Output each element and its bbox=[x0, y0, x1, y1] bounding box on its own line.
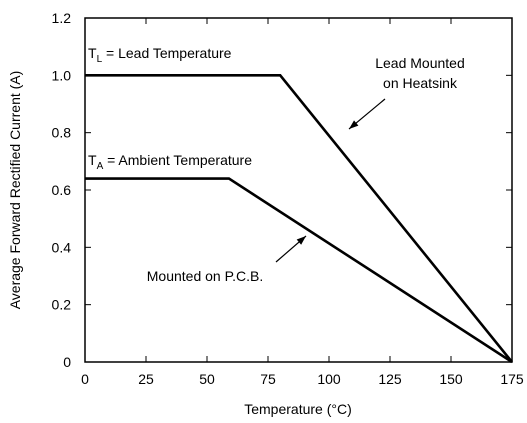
annotation-subscript: A bbox=[97, 161, 104, 172]
arrow-head bbox=[296, 236, 306, 245]
x-tick-label: 125 bbox=[378, 371, 402, 387]
annotation-part: T bbox=[88, 45, 97, 61]
y-tick-label: 0.4 bbox=[52, 239, 72, 255]
annotation-subscript: L bbox=[97, 54, 103, 65]
x-tick-label: 150 bbox=[439, 371, 463, 387]
x-tick-label: 25 bbox=[138, 371, 154, 387]
x-tick-label: 50 bbox=[199, 371, 215, 387]
y-tick-label: 0.6 bbox=[52, 182, 72, 198]
annotation: Mounted on P.C.B. bbox=[147, 268, 263, 284]
x-tick-label: 100 bbox=[317, 371, 341, 387]
annotation: TL = Lead Temperature bbox=[88, 45, 232, 65]
y-tick-label: 0 bbox=[63, 354, 71, 370]
annotation: TA = Ambient Temperature bbox=[88, 152, 252, 172]
x-tick-label: 175 bbox=[500, 371, 524, 387]
derating-line bbox=[85, 74, 514, 363]
annotation: Lead Mounted bbox=[375, 55, 465, 71]
y-axis-label: Average Forward Rectified Current (A) bbox=[7, 71, 23, 310]
derating-line bbox=[85, 177, 513, 364]
annotation-part: = Lead Temperature bbox=[102, 45, 232, 61]
x-tick-label: 0 bbox=[81, 371, 89, 387]
annotation-part: = Ambient Temperature bbox=[103, 152, 252, 168]
annotation: on Heatsink bbox=[383, 75, 458, 91]
x-tick-label: 75 bbox=[260, 371, 276, 387]
y-tick-label: 0.2 bbox=[52, 297, 72, 313]
x-axis-label: Temperature (°C) bbox=[244, 401, 352, 417]
annotation-part: T bbox=[88, 152, 97, 168]
y-tick-label: 0.8 bbox=[52, 125, 72, 141]
y-tick-label: 1.0 bbox=[52, 67, 72, 83]
y-tick-label: 1.2 bbox=[52, 10, 72, 26]
arrow-head bbox=[349, 120, 359, 129]
